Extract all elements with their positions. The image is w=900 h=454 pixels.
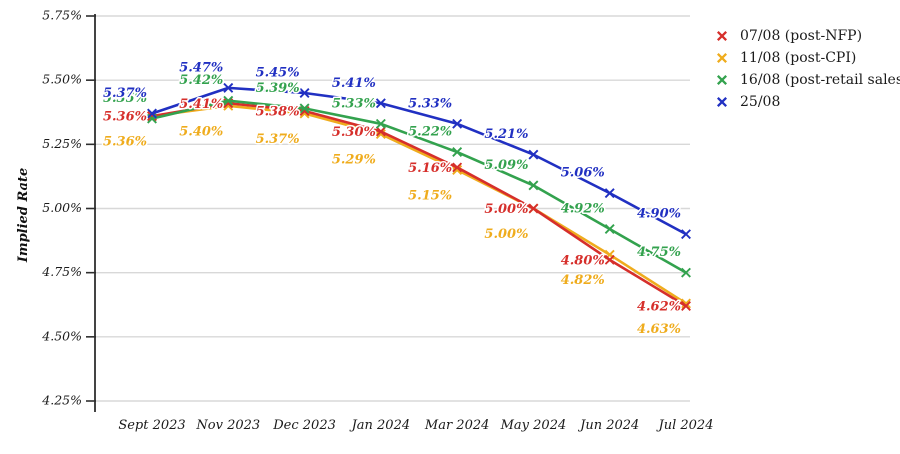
data-point-label: 5.37% (103, 86, 147, 101)
x-marker-icon (604, 188, 615, 199)
data-point-label: 5.35% (103, 91, 147, 106)
x-marker-icon (452, 118, 463, 129)
x-marker-icon (299, 103, 310, 114)
data-point-label: 5.33% (332, 96, 376, 111)
data-point-label: 5.06% (561, 166, 605, 181)
series-line (150, 86, 688, 236)
data-point-label: 5.16% (408, 161, 452, 176)
x-marker-icon (299, 88, 310, 98)
x-marker-icon (223, 95, 234, 106)
x-marker-icon (681, 229, 691, 240)
x-marker-icon (375, 126, 386, 137)
data-point-label: 5.41% (179, 97, 223, 112)
y-tick-label: 5.50% (42, 72, 82, 87)
legend-label: 07/08 (post-NFP) (740, 28, 862, 44)
x-marker-icon (604, 254, 615, 265)
data-point-label: 5.30% (332, 125, 376, 140)
legend-label: 16/08 (post-retail sales) (740, 72, 900, 88)
data-point-label: 5.41% (332, 76, 376, 91)
data-point-label: 5.47% (179, 60, 223, 75)
y-tick-label: 5.00% (42, 200, 82, 215)
x-marker-icon (452, 147, 463, 158)
x-marker-icon (452, 162, 463, 173)
y-tick-label: 5.75% (42, 8, 82, 23)
data-point-label: 4.82% (561, 273, 605, 288)
x-marker-icon (681, 267, 691, 278)
x-tick-label: Dec 2023 (272, 418, 336, 433)
data-point-label: 5.22% (408, 125, 452, 140)
data-point-label: 5.09% (484, 158, 528, 173)
data-point-label: 5.29% (332, 153, 376, 168)
x-marker-icon (681, 298, 691, 309)
data-point-label: 5.15% (408, 189, 452, 204)
y-tick-label: 4.75% (41, 264, 82, 279)
legend-swatch-icon (716, 96, 728, 108)
x-marker-icon (375, 98, 386, 109)
data-point-label: 5.45% (256, 66, 300, 81)
data-point-label: 5.21% (484, 127, 528, 142)
x-marker-icon (528, 180, 539, 191)
data-point-label: 5.40% (179, 124, 223, 139)
x-tick-label: Mar 2024 (424, 418, 490, 433)
legend-swatch-icon (716, 74, 728, 86)
legend-swatch-icon (716, 52, 728, 64)
x-tick-label: Jul 2024 (656, 418, 714, 433)
y-axis-title: Implied Rate (16, 168, 31, 264)
data-point-label: 5.37% (256, 132, 300, 147)
x-tick-label: Nov 2023 (195, 418, 260, 433)
x-tick-label: Sept 2023 (118, 418, 185, 433)
x-tick-label: Jun 2024 (577, 418, 639, 433)
data-point-label: 4.75% (637, 245, 681, 260)
data-point-label: 5.00% (484, 202, 528, 217)
data-point-label: 4.62% (637, 300, 681, 315)
data-point-label: 5.38% (256, 104, 300, 119)
legend-label: 11/08 (post-CPI) (740, 50, 856, 66)
data-point-label: 5.00% (484, 227, 528, 242)
data-point-label: 4.92% (561, 202, 605, 217)
series-line (150, 104, 688, 305)
data-point-label: 4.90% (637, 207, 681, 222)
y-tick-label: 4.50% (41, 328, 82, 343)
data-point-label: 5.42% (179, 73, 223, 88)
x-marker-icon (681, 301, 691, 312)
series-line (150, 99, 688, 274)
x-marker-icon (604, 224, 615, 235)
x-marker-icon (528, 203, 539, 214)
legend-label: 25/08 (740, 94, 780, 110)
data-point-label: 4.63% (637, 322, 681, 337)
legend-swatch-icon (716, 30, 728, 42)
data-point-label: 4.80% (561, 253, 605, 268)
y-tick-label: 5.25% (42, 136, 82, 151)
data-point-label: 5.36% (103, 110, 147, 125)
data-point-label: 5.33% (408, 96, 452, 111)
x-marker-icon (147, 108, 157, 119)
x-marker-icon (528, 149, 539, 160)
data-point-label: 5.39% (256, 81, 300, 96)
y-tick-label: 4.25% (41, 393, 82, 408)
x-marker-icon (223, 82, 234, 93)
series-line (150, 101, 688, 308)
data-point-label: 5.36% (103, 135, 147, 150)
x-tick-label: May 2024 (500, 418, 567, 433)
x-marker-icon (375, 118, 386, 129)
x-tick-label: Jan 2024 (349, 418, 411, 433)
